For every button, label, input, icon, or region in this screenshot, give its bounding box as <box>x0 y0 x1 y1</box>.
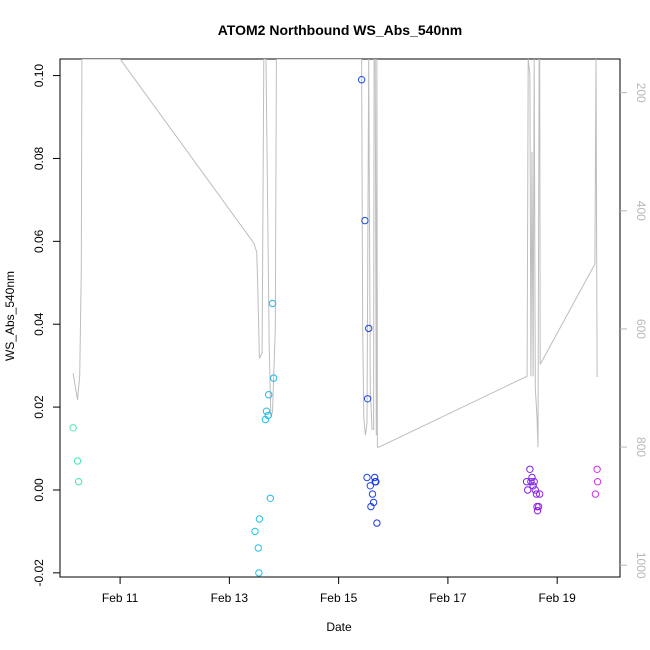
y-tick-label-0: -0.02 <box>32 559 46 587</box>
x-axis-label: Date <box>326 620 352 634</box>
y-tick-label-1: 0.00 <box>32 478 46 502</box>
data-point-0 <box>69 424 77 432</box>
data-point-25 <box>372 478 380 486</box>
data-point-1 <box>73 457 82 465</box>
y-axis-left: -0.02 0.00 0.02 0.04 0.06 0.08 0.10 <box>32 64 60 587</box>
x-tick-label-2: Feb 15 <box>320 591 358 605</box>
y-axis-label: WS_Abs_540nm <box>3 271 17 361</box>
data-point-8 <box>262 407 271 415</box>
data-point-12 <box>268 299 277 308</box>
data-point-28 <box>524 486 532 494</box>
y-tick-label-2: 0.02 <box>32 395 46 419</box>
data-point-16 <box>363 473 371 482</box>
data-point-38 <box>534 502 543 511</box>
chart-title: ATOM2 Northbound WS_Abs_540nm <box>218 22 463 38</box>
data-point-3 <box>251 527 259 536</box>
data-point-10 <box>265 391 273 399</box>
data-point-2 <box>74 478 83 486</box>
x-tick-label-0: Feb 11 <box>102 591 139 605</box>
y-tick-label-3: 0.04 <box>32 312 46 336</box>
data-point-30 <box>527 478 535 486</box>
data-point-15 <box>361 216 369 225</box>
data-point-5 <box>255 515 264 523</box>
x-tick-label-3: Feb 17 <box>429 591 467 605</box>
data-point-18 <box>365 324 373 333</box>
y2-tick-label-0: 200 <box>634 83 648 103</box>
y-axis-right: 200 400 600 800 1000 <box>620 83 648 579</box>
data-point-14 <box>357 76 366 84</box>
overlay-line-layer <box>72 59 599 448</box>
data-point-42 <box>593 478 602 486</box>
data-point-32 <box>529 482 537 490</box>
data-point-35 <box>532 490 541 498</box>
y2-tick-label-4: 1000 <box>634 552 648 579</box>
data-point-4 <box>254 544 262 552</box>
data-point-22 <box>369 498 378 507</box>
y2-tick-label-2: 600 <box>634 319 648 339</box>
points-layer <box>69 76 602 577</box>
data-point-6 <box>255 569 263 577</box>
data-point-26 <box>373 519 381 527</box>
data-point-39 <box>536 490 544 498</box>
data-point-37 <box>533 507 542 515</box>
y2-tick-label-3: 800 <box>634 437 648 457</box>
y-tick-label-4: 0.06 <box>32 229 46 253</box>
x-tick-label-4: Feb 19 <box>538 591 576 605</box>
y2-tick-label-1: 400 <box>634 201 648 221</box>
data-point-40 <box>591 490 600 498</box>
data-point-34 <box>531 486 539 494</box>
y-tick-label-5: 0.08 <box>32 146 46 170</box>
data-point-21 <box>368 490 377 498</box>
x-axis: Feb 11 Feb 13 Feb 15 Feb 17 Feb 19 <box>102 577 576 605</box>
data-point-27 <box>522 478 531 486</box>
data-point-13 <box>269 374 278 382</box>
y-tick-label-6: 0.10 <box>32 64 46 88</box>
overlay-line-series-0 <box>72 59 599 448</box>
data-point-9 <box>264 411 272 420</box>
data-point-33 <box>530 478 538 486</box>
data-point-23 <box>371 473 379 482</box>
data-point-11 <box>266 494 274 502</box>
data-point-29 <box>526 465 534 473</box>
x-tick-label-1: Feb 13 <box>211 591 249 605</box>
data-point-31 <box>528 473 536 482</box>
data-point-19 <box>366 482 374 490</box>
data-point-41 <box>593 465 601 473</box>
data-point-17 <box>363 395 372 403</box>
